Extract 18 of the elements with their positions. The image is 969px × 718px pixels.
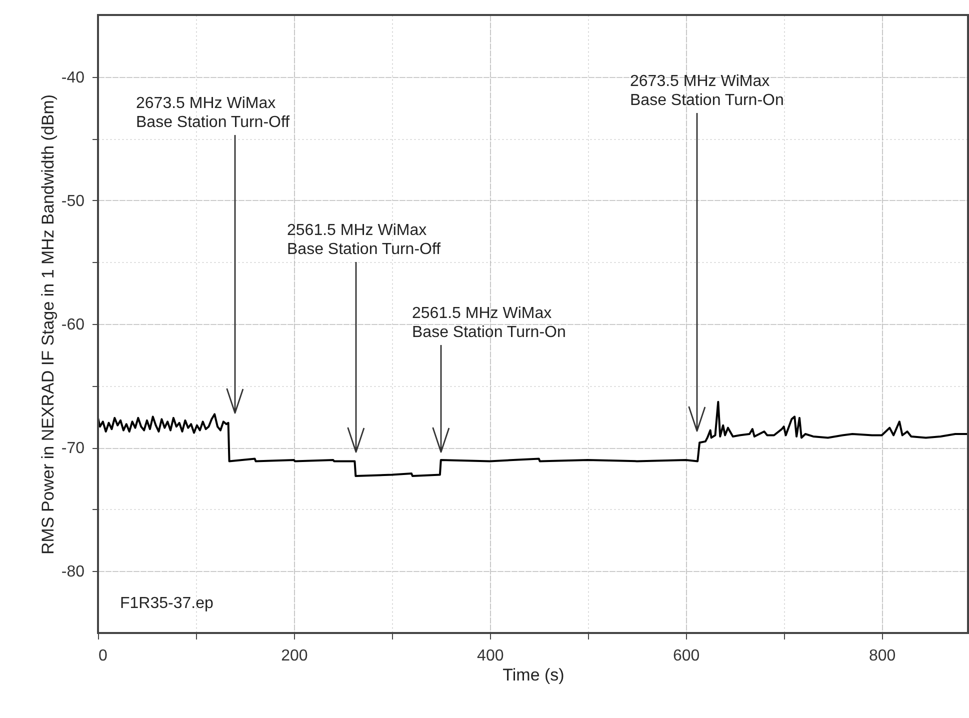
x-tick-label: 200 (281, 648, 308, 664)
annotation: F1R35-37.ep (120, 595, 214, 612)
annotation: 2673.5 MHz WiMax Base Station Turn-On (630, 73, 784, 109)
y-tick-label: -50 (61, 192, 85, 210)
x-tick-label: 400 (477, 648, 504, 664)
x-tick-label: 0 (98, 648, 108, 664)
y-axis-title: RMS Power in NEXRAD IF Stage in 1 MHz Bandwidth (dBm) (38, 94, 58, 555)
line-series (98, 400, 968, 478)
y-tick-label: -70 (61, 440, 85, 458)
y-tick-label: -80 (61, 564, 85, 581)
x-tick-label: 600 (672, 648, 700, 664)
x-axis-title: Time (s) (502, 666, 564, 684)
y-tick-label: -60 (61, 316, 85, 334)
y-tick-label: -40 (61, 69, 85, 86)
annotation: 2561.5 MHz WiMax Base Station Turn-Off (287, 222, 442, 258)
annotation: 2673.5 MHz WiMax Base Station Turn-Off (136, 95, 290, 131)
x-tick-label: 800 (868, 648, 896, 664)
annotation: 2561.5 MHz WiMax Base Station Turn-On (412, 305, 566, 341)
